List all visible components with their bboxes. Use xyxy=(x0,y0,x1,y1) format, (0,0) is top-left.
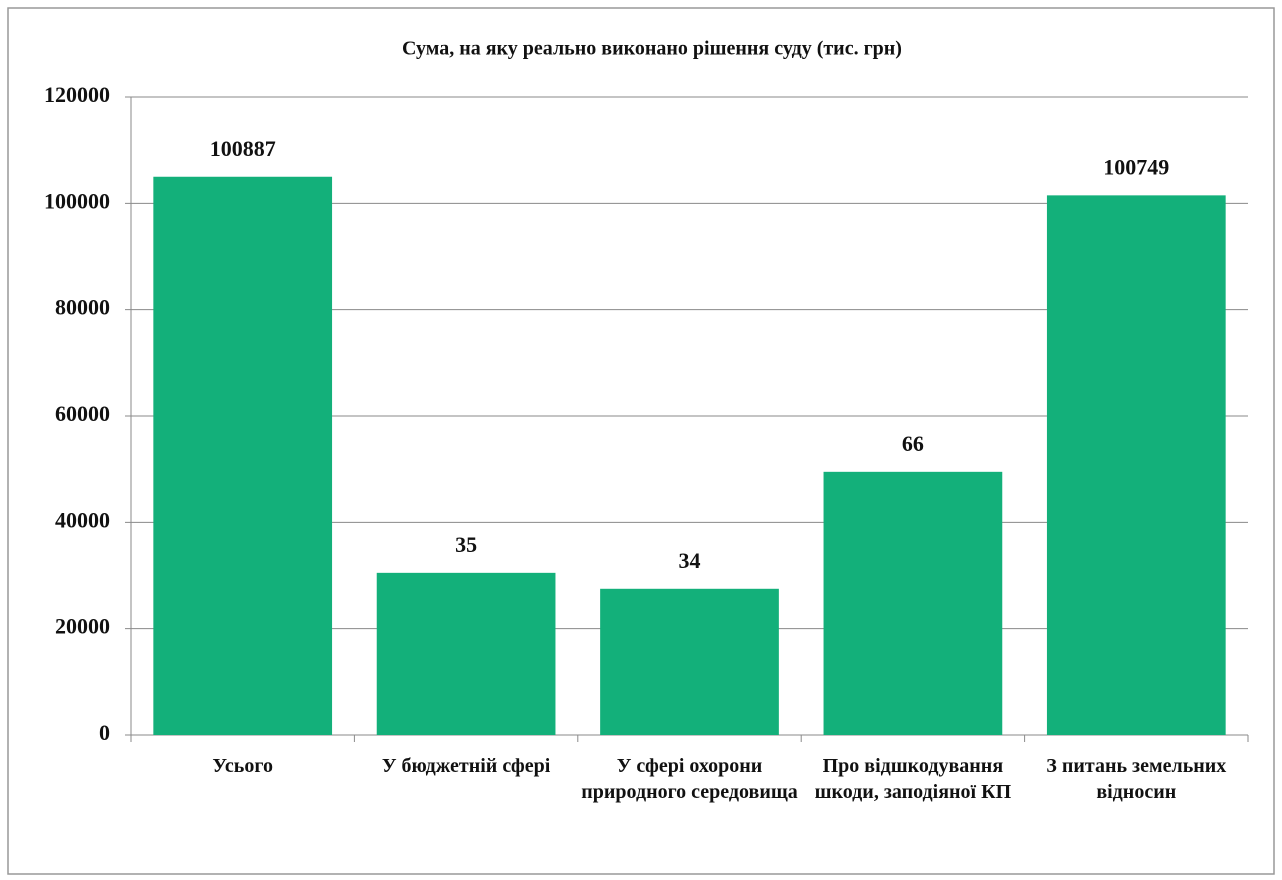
x-tick-label: Про відшкодування шкоди, заподіяної КП xyxy=(814,755,1012,803)
x-tick-label: Усього xyxy=(212,755,273,777)
y-tick-label: 20000 xyxy=(55,614,110,639)
y-tick-label: 80000 xyxy=(55,295,110,320)
chart-frame xyxy=(7,7,1275,875)
y-tick-label: 40000 xyxy=(55,507,110,532)
bar xyxy=(1046,195,1226,735)
y-tick-label: 120000 xyxy=(44,82,110,107)
x-tick-label: У бюджетній сфері xyxy=(381,755,551,777)
data-label: 100749 xyxy=(1103,154,1169,179)
data-label: 35 xyxy=(455,532,477,557)
bar xyxy=(153,176,333,735)
bar xyxy=(376,572,556,735)
data-label: 66 xyxy=(902,431,924,456)
chart-title: Сума, на яку реально виконано рішення су… xyxy=(402,38,902,60)
bar xyxy=(600,588,779,735)
y-tick-label: 60000 xyxy=(55,401,110,426)
y-tick-label: 100000 xyxy=(44,188,110,213)
data-label: 100887 xyxy=(210,136,276,161)
y-tick-label: 0 xyxy=(99,720,110,745)
bar xyxy=(823,471,1003,735)
x-tick-label: З питань земельних відносин xyxy=(1046,755,1227,803)
x-tick-label: У сфері охорони природного середовища xyxy=(581,755,798,803)
data-label: 34 xyxy=(679,548,701,573)
